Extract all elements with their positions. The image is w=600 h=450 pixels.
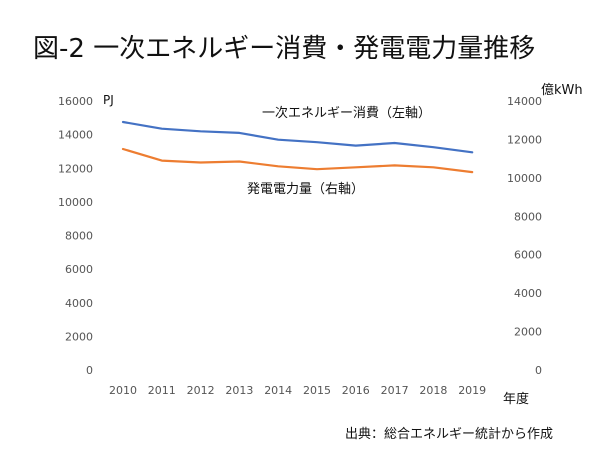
x-tick-label: 2014	[264, 384, 292, 397]
left-y-tick-label: 12000	[58, 162, 93, 175]
left-axis-unit: PJ	[103, 93, 114, 107]
series-label-1: 一次エネルギー消費（左軸）	[262, 105, 431, 121]
x-tick-label: 2015	[303, 384, 331, 397]
left-y-tick-label: 4000	[65, 297, 93, 310]
left-y-tick-label: 16000	[58, 95, 93, 108]
x-tick-label: 2011	[148, 384, 176, 397]
x-tick-label: 2013	[225, 384, 253, 397]
x-tick-label: 2018	[419, 384, 447, 397]
right-y-tick-label: 12000	[507, 133, 542, 146]
left-y-tick-label: 14000	[58, 129, 93, 142]
right-axis-unit: 億kWh	[541, 83, 583, 98]
x-tick-label: 2012	[187, 384, 215, 397]
series-label-2: 発電電力量（右軸）	[247, 182, 364, 197]
right-y-tick-label: 4000	[514, 287, 542, 300]
right-y-tick-label: 14000	[507, 95, 542, 108]
left-y-tick-label: 8000	[65, 230, 93, 243]
chart-title: 図-2 一次エネルギー消費・発電電力量推移	[33, 34, 536, 64]
x-tick-label: 2017	[381, 384, 409, 397]
series-line-2	[121, 147, 474, 174]
x-tick-label: 2010	[109, 384, 137, 397]
x-tick-label: 2019	[458, 384, 486, 397]
right-y-tick-label: 8000	[514, 210, 542, 223]
right-y-tick-label: 0	[535, 364, 542, 377]
right-y-tick-label: 10000	[507, 172, 542, 185]
x-axis-unit: 年度	[503, 392, 530, 407]
left-y-tick-label: 0	[86, 364, 93, 377]
right-y-tick-label: 2000	[514, 326, 542, 339]
left-y-tick-label: 10000	[58, 196, 93, 209]
source-note: 出典：総合エネルギー統計から作成	[345, 427, 554, 442]
series-line-1	[121, 120, 474, 154]
right-y-tick-label: 6000	[514, 249, 542, 262]
left-y-tick-label: 6000	[65, 263, 93, 276]
left-y-tick-label: 2000	[65, 330, 93, 343]
x-tick-label: 2016	[342, 384, 370, 397]
